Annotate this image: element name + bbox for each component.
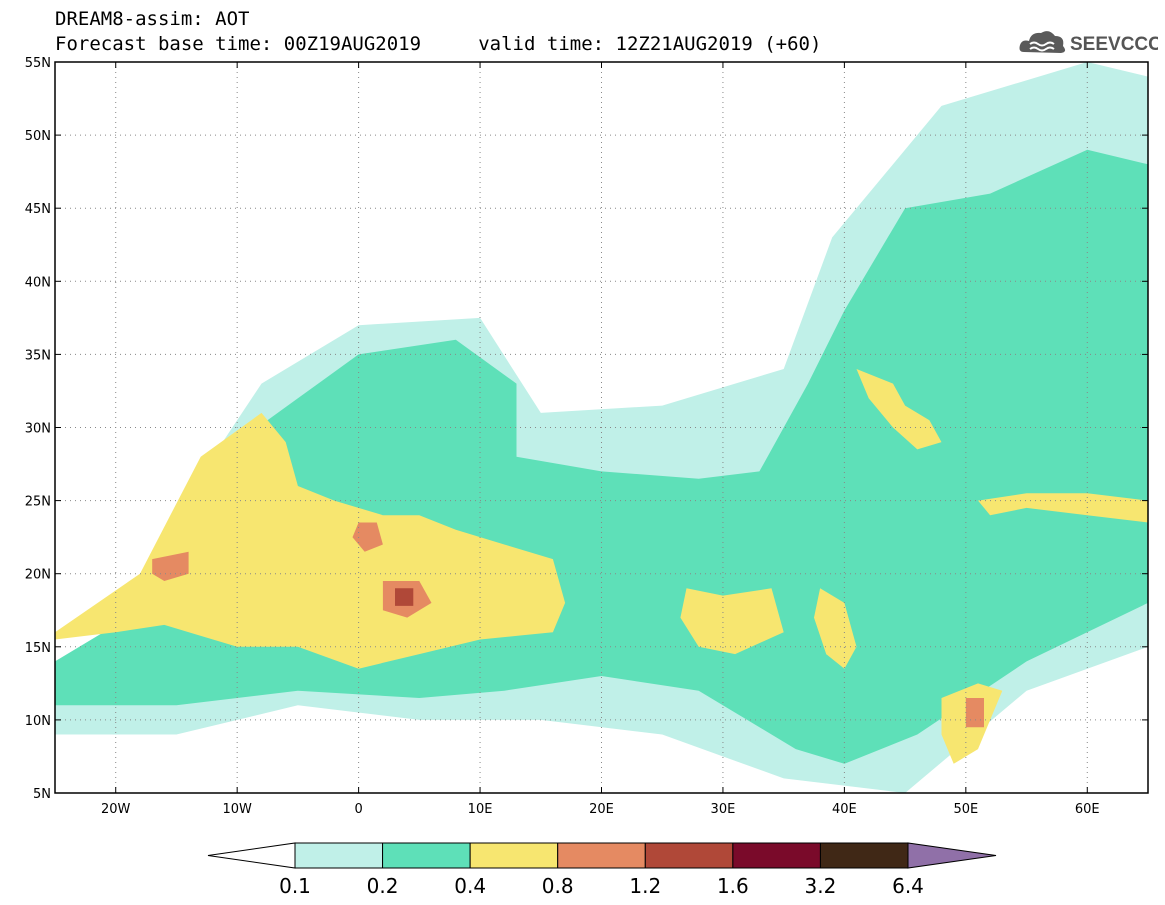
colorbar-label: 6.4	[892, 874, 924, 898]
lat-tick-label: 5N	[33, 787, 51, 802]
colorbar-segment	[294, 842, 384, 869]
lat-tick-label: 40N	[25, 275, 51, 290]
lat-tick-label: 10N	[25, 714, 51, 729]
aot-region-11	[965, 698, 984, 728]
lon-tick-label: 50E	[953, 802, 978, 817]
lat-tick-label: 35N	[25, 348, 51, 363]
colorbar-segment	[819, 842, 909, 869]
lat-tick-label: 50N	[25, 129, 51, 144]
aot-region-10	[352, 522, 383, 552]
colorbar-segment	[644, 842, 734, 869]
grid-lines	[55, 61, 1148, 794]
colorbar-label: 0.1	[279, 874, 311, 898]
colorbar-over-arrow	[907, 842, 997, 869]
cloud-icon	[1019, 31, 1066, 53]
aot-region-7	[814, 588, 857, 669]
forecast-time-line: Forecast base time: 00Z19AUG2019 valid t…	[55, 33, 822, 55]
lon-tick-label: 10W	[222, 802, 252, 817]
colorbar-segment	[469, 842, 559, 869]
aot-field	[55, 62, 1148, 793]
colorbar-label: 1.6	[717, 874, 749, 898]
logo-text: SEEVCCC	[1070, 34, 1158, 55]
colorbar-segment	[557, 842, 646, 869]
aot-region-4	[856, 369, 942, 450]
lon-tick-label: 30E	[711, 802, 736, 817]
colorbar: 0.1 0.2 0.4 0.8 1.2 1.6 3.2 6.4	[207, 842, 997, 898]
lon-tick-label: 40E	[832, 802, 857, 817]
lon-tick-label: 20W	[101, 802, 131, 817]
colorbar-label: 0.2	[367, 874, 399, 898]
lat-tick-label: 30N	[25, 422, 51, 437]
colorbar-under-arrow	[207, 842, 296, 869]
map-title: DREAM8-assim: AOT	[55, 8, 250, 30]
aot-region-3	[680, 588, 784, 655]
aot-region-2	[55, 412, 566, 669]
colorbar-label: 1.2	[629, 874, 661, 898]
aot-region-8	[152, 551, 189, 581]
colorbar-segment	[732, 842, 821, 869]
lon-tick-label: 20E	[589, 802, 614, 817]
lat-tick-label: 45N	[25, 202, 51, 217]
lat-tick-label: 20N	[25, 568, 51, 583]
lon-tick-label: 60E	[1075, 802, 1100, 817]
colorbar-label: 3.2	[805, 874, 837, 898]
lat-tick-label: 55N	[25, 56, 51, 71]
lon-tick-label: 10E	[468, 802, 493, 817]
colorbar-label: 0.4	[454, 874, 486, 898]
lon-tick-label: 0	[354, 802, 362, 817]
lat-tick-label: 15N	[25, 641, 51, 656]
colorbar-label: 0.8	[542, 874, 574, 898]
seevccc-logo: SEEVCCC	[1019, 31, 1158, 55]
aot-region-12	[395, 588, 414, 606]
colorbar-segment	[382, 842, 471, 869]
lat-tick-label: 25N	[25, 495, 51, 510]
axis-ticks: 55N 50N 45N 40N 35N 30N 25N 20N 15N 10N 5N 20W 10W 0 1…	[25, 56, 1148, 817]
